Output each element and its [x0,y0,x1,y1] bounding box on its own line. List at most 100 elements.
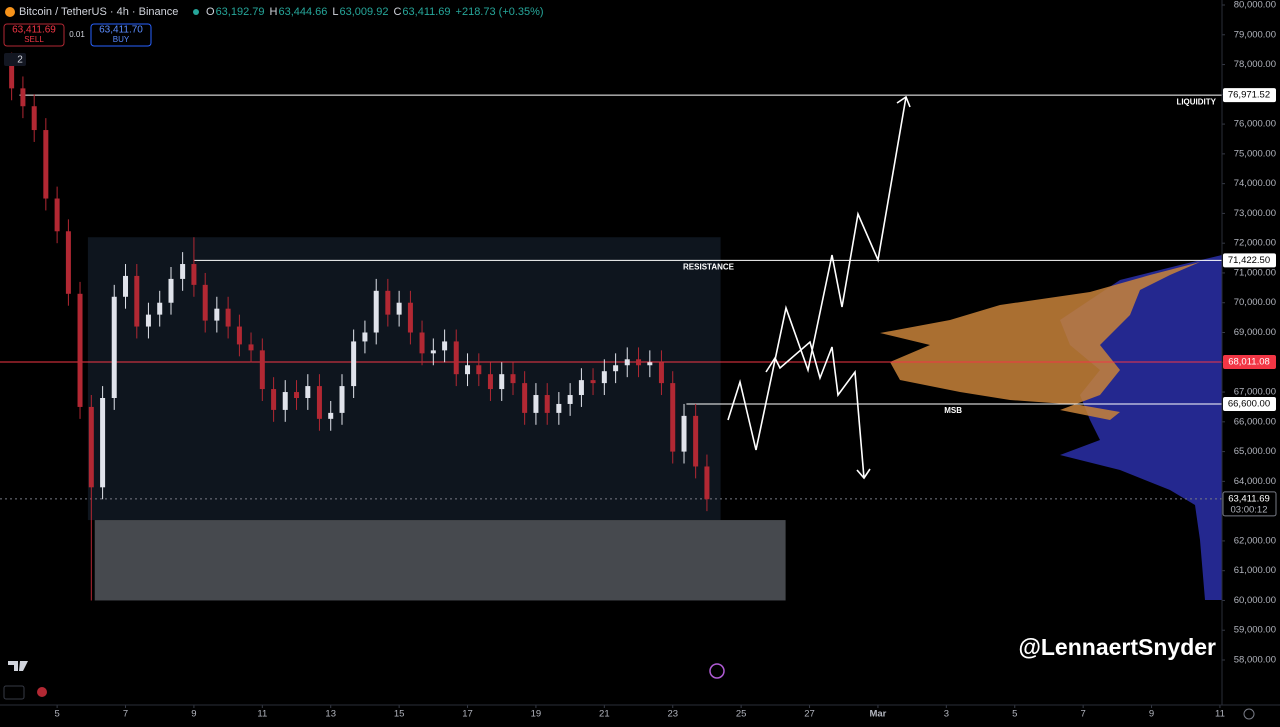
candle-body [522,383,528,413]
sell-button[interactable] [3,23,65,47]
price-tag [1223,354,1276,369]
price-tag-label: 76,971.52 [1228,90,1270,101]
arrowhead-down [856,468,871,480]
level-annotation: MSB [944,406,962,415]
candle-body [305,386,311,398]
candle-body [658,362,664,384]
candle-body [567,395,573,404]
price-tag-label: 68,011.08 [1228,356,1270,367]
candle-body [578,380,584,396]
quote-key: O [206,6,215,18]
error-icon[interactable] [37,687,47,697]
candle-body [430,350,436,354]
candle-body [236,326,242,345]
candle-body [487,374,493,390]
y-tick-label: 65,000.00 [1234,446,1276,457]
buy-price: 63,411.70 [99,25,143,36]
price-tag [1223,88,1276,103]
y-tick-label: 59,000.00 [1234,625,1276,636]
candle-body [362,332,368,342]
x-tick-label: 23 [667,709,678,720]
candle-body [453,341,459,375]
candle-body [271,389,277,410]
x-tick-label: 21 [599,709,610,720]
buy-button[interactable] [90,23,152,47]
candle-body [202,284,208,321]
x-tick-label: 5 [1012,709,1017,720]
quote-value: 63,009.92 [340,6,389,18]
quote-value: 63,192.79 [216,6,265,18]
price-countdown: 03:00:12 [1231,504,1268,515]
x-tick-label: Mar [869,709,886,720]
buy-label: BUY [113,35,130,44]
x-tick-label: 7 [123,709,128,720]
level-annotation: LIQUIDITY [1176,97,1216,106]
collapse-button[interactable] [3,685,25,700]
quote-key: C [393,6,401,18]
candle-body [225,308,231,327]
y-tick-label: 70,000.00 [1234,297,1276,308]
y-tick-label: 58,000.00 [1234,655,1276,666]
x-tick-label: 25 [736,709,747,720]
alert-icon[interactable] [709,663,725,679]
projection-up [727,96,907,451]
candle-body [54,198,60,232]
candle-body [385,290,391,315]
y-tick-label: 64,000.00 [1234,476,1276,487]
y-tick-label: 61,000.00 [1234,565,1276,576]
y-tick-label: 75,000.00 [1234,148,1276,159]
y-tick-label: 79,000.00 [1234,29,1276,40]
candle-body [351,341,357,387]
candle-body [647,362,653,366]
candle-body [31,106,37,131]
y-tick-label: 60,000.00 [1234,595,1276,606]
price-tag [1222,491,1277,517]
symbol: Bitcoin / TetherUS · 4h · Binance [19,6,178,18]
quote-value: 63,411.69 [402,6,450,18]
x-tick-label: 13 [325,709,336,720]
price-tag-label: 63,411.69 [1228,493,1270,504]
candle-body [624,359,630,366]
sell-price: 63,411.69 [12,25,56,36]
sell-label: SELL [24,35,44,44]
y-tick-label: 62,000.00 [1234,535,1276,546]
candle-body [65,231,71,294]
candle-body [670,383,676,452]
y-tick-label: 71,000.00 [1234,267,1276,278]
x-tick-label: 9 [1149,709,1154,720]
tv-logo [8,661,28,671]
candle-body [419,332,425,354]
x-tick-label: 5 [54,709,59,720]
candle-body [157,302,163,315]
y-tick-label: 78,000.00 [1234,59,1276,70]
candle-body [134,275,140,327]
candle-body [373,290,379,333]
candle-body [259,350,265,390]
y-tick-label: 76,000.00 [1234,119,1276,130]
market-status [193,9,199,15]
x-tick-label: 15 [394,709,405,720]
y-tick-label: 69,000.00 [1234,327,1276,338]
zone [94,520,786,601]
candle-body [693,415,699,467]
candle-body [476,365,482,375]
candle-body [43,130,49,199]
candle-body [407,302,413,333]
candle-body [442,341,448,351]
candle-body [248,344,254,351]
indicator-count: 2 [17,55,23,66]
quote-key: H [270,6,278,18]
settings-icon[interactable] [1243,708,1255,720]
candle-body [510,374,516,384]
x-tick-label: 3 [944,709,949,720]
price-tag-label: 66,600.00 [1228,398,1270,409]
indicator-toggle[interactable] [4,53,26,66]
candle-body [533,395,539,413]
candle-body [145,314,151,327]
price-tag [1223,396,1276,411]
candle-body [168,278,174,303]
candle-body [180,264,186,279]
spread: 0.01 [69,30,85,39]
candle-body [465,365,471,375]
